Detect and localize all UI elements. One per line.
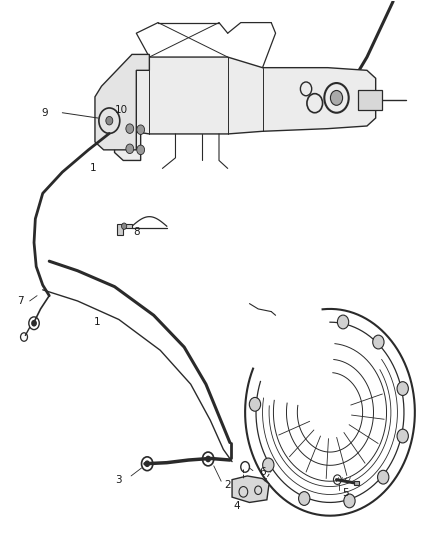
Text: 8: 8 [133, 227, 140, 237]
Polygon shape [232, 476, 269, 503]
Text: 1: 1 [94, 317, 100, 327]
Circle shape [126, 124, 134, 133]
Text: 6: 6 [259, 467, 266, 477]
Circle shape [263, 458, 274, 472]
Text: 2: 2 [224, 480, 231, 490]
Text: 1: 1 [89, 164, 96, 173]
Bar [354, 481, 359, 485]
Text: 4: 4 [233, 501, 240, 511]
Circle shape [32, 320, 36, 326]
Circle shape [337, 315, 349, 329]
Circle shape [299, 491, 310, 505]
Circle shape [330, 91, 343, 106]
Circle shape [137, 145, 145, 155]
Bar [358, 90, 382, 110]
Circle shape [397, 382, 408, 395]
Text: 7: 7 [17, 296, 23, 306]
Polygon shape [117, 224, 132, 235]
Circle shape [373, 335, 384, 349]
Circle shape [206, 456, 210, 462]
Text: 9: 9 [42, 108, 48, 118]
Text: 5: 5 [342, 488, 349, 498]
Polygon shape [115, 57, 376, 160]
Circle shape [397, 429, 408, 443]
Polygon shape [95, 54, 149, 150]
Circle shape [378, 470, 389, 484]
Text: 10: 10 [114, 105, 127, 115]
Circle shape [106, 116, 113, 125]
Circle shape [137, 125, 145, 134]
Circle shape [344, 494, 355, 508]
Text: 3: 3 [116, 475, 122, 484]
Circle shape [121, 223, 127, 229]
Circle shape [249, 398, 261, 411]
Circle shape [126, 144, 134, 154]
Circle shape [145, 461, 149, 466]
